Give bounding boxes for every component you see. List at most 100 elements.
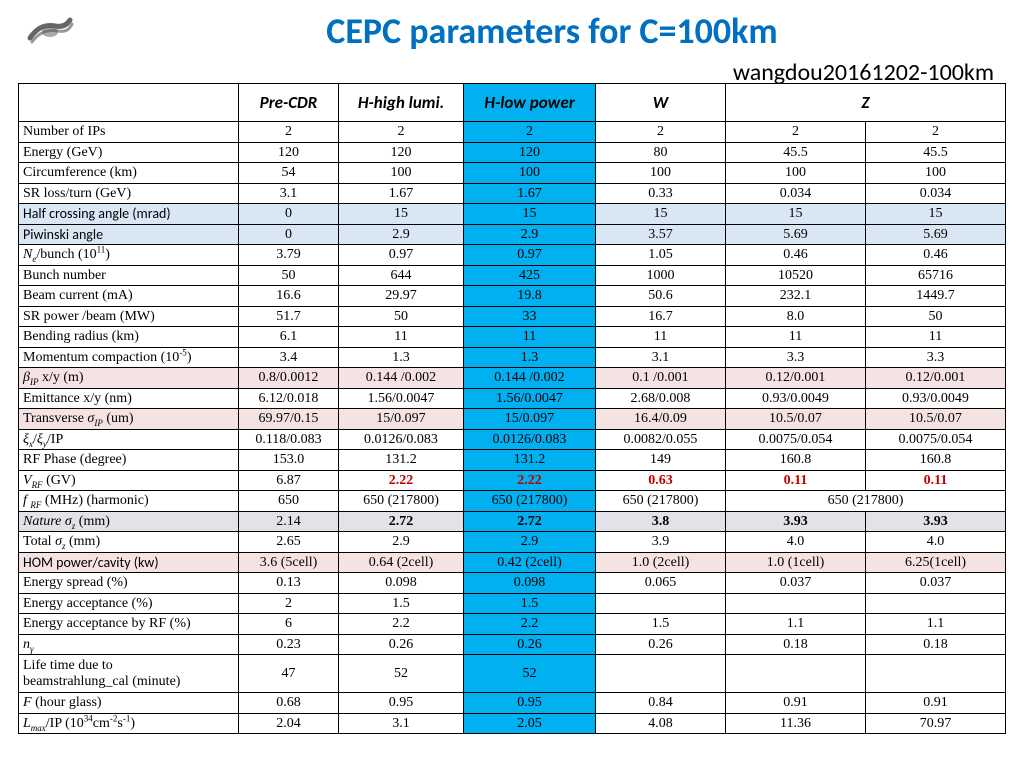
table-row: Transverse σIP (um)69.97/0.1515/0.09715/… — [19, 409, 1006, 430]
table-cell: 45.5 — [726, 142, 866, 163]
table-cell: 15/0.097 — [464, 409, 596, 430]
header: CEPC parameters for C=100km — [0, 0, 1024, 53]
table-cell: 2 — [464, 122, 596, 143]
table-cell: 0.144 /0.002 — [464, 368, 596, 389]
table-cell: 1.5 — [596, 614, 726, 635]
param-label: SR power /beam (MW) — [19, 306, 239, 327]
table-row: Energy acceptance (%)21.51.5 — [19, 593, 1006, 614]
table-cell: 0.42 (2cell) — [464, 552, 596, 573]
table-cell: 3.4 — [239, 347, 339, 368]
table-cell — [596, 593, 726, 614]
table-cell: 3.3 — [866, 347, 1006, 368]
table-cell: 0.034 — [726, 183, 866, 204]
table-cell: 2 — [866, 122, 1006, 143]
table-row: Bunch number5064442510001052065716 — [19, 265, 1006, 286]
table-cell: 1.0 (1cell) — [726, 552, 866, 573]
table-cell — [866, 593, 1006, 614]
table-row: Total σz (mm)2.652.92.93.94.04.0 — [19, 532, 1006, 553]
table-cell: 1.1 — [726, 614, 866, 635]
table-cell: 0.0082/0.055 — [596, 429, 726, 450]
param-label: βIP x/y (m) — [19, 368, 239, 389]
table-row: Piwinski angle02.92.93.575.695.69 — [19, 224, 1006, 245]
table-cell: 153.0 — [239, 450, 339, 471]
table-header-row: Pre-CDRH-high lumi.H-low powerWZ — [19, 84, 1006, 122]
column-header: H-low power — [464, 84, 596, 122]
table-cell: 2.9 — [339, 532, 464, 553]
table-cell: 10.5/0.07 — [866, 409, 1006, 430]
table-cell: 1.5 — [464, 593, 596, 614]
table-cell: 15 — [726, 204, 866, 225]
table-cell: 0.26 — [339, 634, 464, 655]
table-cell: 2.72 — [464, 511, 596, 532]
table-cell: 3.8 — [596, 511, 726, 532]
param-label: Bending radius (km) — [19, 327, 239, 348]
table-cell: 650 (217800) — [464, 491, 596, 512]
table-row: RF Phase (degree)153.0131.2131.2149160.8… — [19, 450, 1006, 471]
table-cell: 0.12/0.001 — [726, 368, 866, 389]
table-cell: 4.0 — [726, 532, 866, 553]
table-cell: 0.93/0.0049 — [726, 388, 866, 409]
logo-icon — [20, 8, 80, 53]
table-cell: 3.3 — [726, 347, 866, 368]
table-cell: 1.0 (2cell) — [596, 552, 726, 573]
table-cell: 2 — [596, 122, 726, 143]
table-cell: 69.97/0.15 — [239, 409, 339, 430]
table-cell: 4.0 — [866, 532, 1006, 553]
param-label: Circumference (km) — [19, 163, 239, 184]
table-cell: 2.2 — [339, 614, 464, 635]
table-cell: 5.69 — [866, 224, 1006, 245]
table-cell: 2.68/0.008 — [596, 388, 726, 409]
table-cell: 650 — [239, 491, 339, 512]
table-cell: 1449.7 — [866, 286, 1006, 307]
table-cell: 100 — [339, 163, 464, 184]
table-cell: 0.97 — [339, 245, 464, 266]
table-cell: 2.22 — [464, 470, 596, 491]
table-cell: 0.0075/0.054 — [866, 429, 1006, 450]
table-cell: 11 — [596, 327, 726, 348]
table-cell: 2 — [726, 122, 866, 143]
table-cell: 131.2 — [339, 450, 464, 471]
table-body: Number of IPs222222Energy (GeV)120120120… — [19, 122, 1006, 734]
table-cell: 0.0126/0.083 — [464, 429, 596, 450]
param-label: Transverse σIP (um) — [19, 409, 239, 430]
table-cell: 149 — [596, 450, 726, 471]
table-row: Momentum compaction (10-5)3.41.31.33.13.… — [19, 347, 1006, 368]
table-cell: 0.33 — [596, 183, 726, 204]
table-cell: 120 — [464, 142, 596, 163]
table-cell: 160.8 — [726, 450, 866, 471]
page-title: CEPC parameters for C=100km — [100, 9, 1004, 53]
table-cell: 2.65 — [239, 532, 339, 553]
column-header — [19, 84, 239, 122]
table-cell: 11.36 — [726, 713, 866, 734]
param-label: RF Phase (degree) — [19, 450, 239, 471]
table-cell: 2.04 — [239, 713, 339, 734]
table-row: Ne/bunch (1011)3.790.970.971.050.460.46 — [19, 245, 1006, 266]
table-row: nγ0.230.260.260.260.180.18 — [19, 634, 1006, 655]
table-cell: 15 — [596, 204, 726, 225]
param-label: Energy acceptance by RF (%) — [19, 614, 239, 635]
table-cell: 0.46 — [726, 245, 866, 266]
table-cell: 2 — [239, 593, 339, 614]
table-cell: 2.72 — [339, 511, 464, 532]
parameters-table-wrap: Pre-CDRH-high lumi.H-low powerWZ Number … — [0, 83, 1024, 734]
table-cell: 120 — [239, 142, 339, 163]
table-cell: 2 — [239, 122, 339, 143]
table-cell: 0.18 — [866, 634, 1006, 655]
table-cell: 8.0 — [726, 306, 866, 327]
table-cell: 0.93/0.0049 — [866, 388, 1006, 409]
table-cell: 0.63 — [596, 470, 726, 491]
table-cell: 16.4/0.09 — [596, 409, 726, 430]
table-cell: 0.098 — [339, 573, 464, 594]
table-cell: 45.5 — [866, 142, 1006, 163]
table-cell: 3.1 — [239, 183, 339, 204]
table-cell: 100 — [726, 163, 866, 184]
table-cell: 33 — [464, 306, 596, 327]
table-cell: 11 — [464, 327, 596, 348]
param-label: nγ — [19, 634, 239, 655]
table-cell: 0.26 — [596, 634, 726, 655]
table-row: Bending radius (km)6.11111111111 — [19, 327, 1006, 348]
table-cell: 0.0075/0.054 — [726, 429, 866, 450]
table-cell: 1.56/0.0047 — [339, 388, 464, 409]
table-row: Energy (GeV)1201201208045.545.5 — [19, 142, 1006, 163]
table-cell: 0.034 — [866, 183, 1006, 204]
